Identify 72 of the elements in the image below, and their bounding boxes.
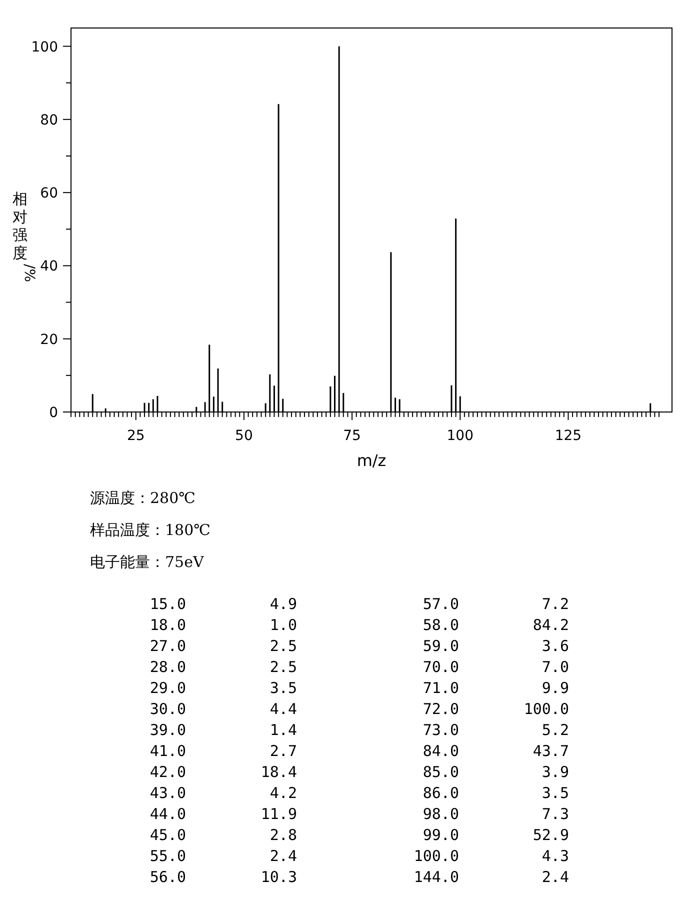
text: 3.5 xyxy=(542,784,569,802)
x-tick-label: 25 xyxy=(126,428,145,444)
text: 58.0 xyxy=(422,616,459,634)
text: 99.0 xyxy=(422,826,459,844)
text: 43.7 xyxy=(532,742,569,760)
y-axis-title: 相对强度/% xyxy=(12,190,37,282)
text: 56.0 xyxy=(150,868,186,886)
text: 4.9 xyxy=(270,595,297,613)
text: 9.9 xyxy=(542,679,569,697)
text: 3.6 xyxy=(542,637,569,655)
text: 3.9 xyxy=(542,763,569,781)
y-tick-label: 100 xyxy=(31,39,58,56)
text: 2.7 xyxy=(270,742,297,760)
text: 29.0 xyxy=(150,679,186,697)
text: 2.5 xyxy=(270,637,297,655)
text: 70.0 xyxy=(422,658,459,676)
text: 144.0 xyxy=(414,868,459,886)
text: 41.0 xyxy=(150,742,186,760)
text: 1.4 xyxy=(270,721,297,739)
text: 57.0 xyxy=(422,595,459,613)
text: 7.2 xyxy=(542,595,569,613)
text: 71.0 xyxy=(422,679,459,697)
text: 28.0 xyxy=(150,658,186,676)
x-tick-label: 75 xyxy=(343,428,361,444)
text: 42.0 xyxy=(150,763,186,781)
text: 样品温度：180℃ xyxy=(90,521,210,539)
text: 3.5 xyxy=(270,679,297,697)
text: 98.0 xyxy=(422,805,459,823)
text: 85.0 xyxy=(422,763,459,781)
text: 10.3 xyxy=(260,868,297,886)
text: 43.0 xyxy=(150,784,186,802)
text: 2.4 xyxy=(270,847,297,865)
text: 2.8 xyxy=(270,826,297,844)
text: 2.5 xyxy=(270,658,297,676)
text: 15.0 xyxy=(150,595,186,613)
text: 27.0 xyxy=(150,637,186,655)
text: 4.3 xyxy=(542,847,569,865)
text: 18.4 xyxy=(260,763,297,781)
text: 84.0 xyxy=(422,742,459,760)
text: 45.0 xyxy=(150,826,186,844)
y-tick-label: 20 xyxy=(40,332,58,348)
text: 84.2 xyxy=(532,616,569,634)
text: 电子能量：75eV xyxy=(90,553,205,571)
text: 55.0 xyxy=(150,847,186,865)
text: 5.2 xyxy=(542,721,569,739)
text: 100.0 xyxy=(414,847,459,865)
text: 30.0 xyxy=(150,700,186,718)
text: 4.2 xyxy=(270,784,297,802)
text: 44.0 xyxy=(150,805,186,823)
x-tick-label: 125 xyxy=(554,428,582,444)
text: 7.0 xyxy=(542,658,569,676)
text: 7.3 xyxy=(542,805,569,823)
x-axis-title: m/z xyxy=(356,451,386,470)
x-tick-label: 50 xyxy=(235,428,253,444)
text: 52.9 xyxy=(532,826,569,844)
text: 18.0 xyxy=(150,616,186,634)
text: 39.0 xyxy=(150,721,186,739)
x-tick-label: 100 xyxy=(446,428,474,444)
text: 源温度：280℃ xyxy=(90,489,196,507)
text: 86.0 xyxy=(422,784,459,802)
text: 11.9 xyxy=(260,805,297,823)
text: 73.0 xyxy=(422,721,459,739)
y-tick-label: 80 xyxy=(40,112,58,128)
text: 1.0 xyxy=(270,616,297,634)
text: 72.0 xyxy=(422,700,459,718)
text: 4.4 xyxy=(270,700,297,718)
y-tick-label: 40 xyxy=(40,258,58,275)
text: 2.4 xyxy=(542,868,569,886)
text: 59.0 xyxy=(422,637,459,655)
y-tick-label: 0 xyxy=(49,405,58,421)
y-tick-label: 60 xyxy=(40,186,58,202)
text: 100.0 xyxy=(524,700,569,718)
